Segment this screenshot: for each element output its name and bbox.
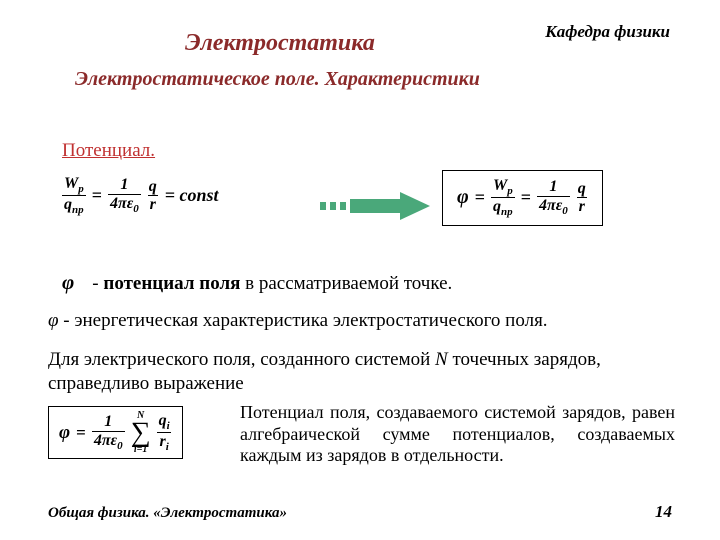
page-title: Электростатика	[185, 30, 375, 57]
page-number: 14	[655, 502, 672, 522]
description-2: Для электрического поля, созданного сист…	[48, 348, 678, 396]
page-subtitle: Электростатическое поле. Характеристики	[75, 68, 480, 91]
callout-text: Потенциал поля, создаваемого системой за…	[240, 402, 675, 467]
department-label: Кафедра физики	[545, 22, 670, 42]
definition-line: φ - потенциал поля в рассматриваемой точ…	[62, 270, 452, 295]
equation-3-box: φ = 1 4πε0 N ∑ i=1 qi ri	[48, 406, 183, 459]
equation-2-box: φ = Wp qпр = 1 4πε0 q r	[442, 170, 603, 226]
section-heading: Потенциал.	[62, 140, 155, 162]
description-1: φ - энергетическая характеристика электр…	[48, 310, 668, 332]
arrow-icon	[320, 192, 430, 220]
equation-1: Wp qпр = 1 4πε0 q r = const	[62, 175, 219, 217]
footer-left: Общая физика. «Электростатика»	[48, 505, 287, 522]
